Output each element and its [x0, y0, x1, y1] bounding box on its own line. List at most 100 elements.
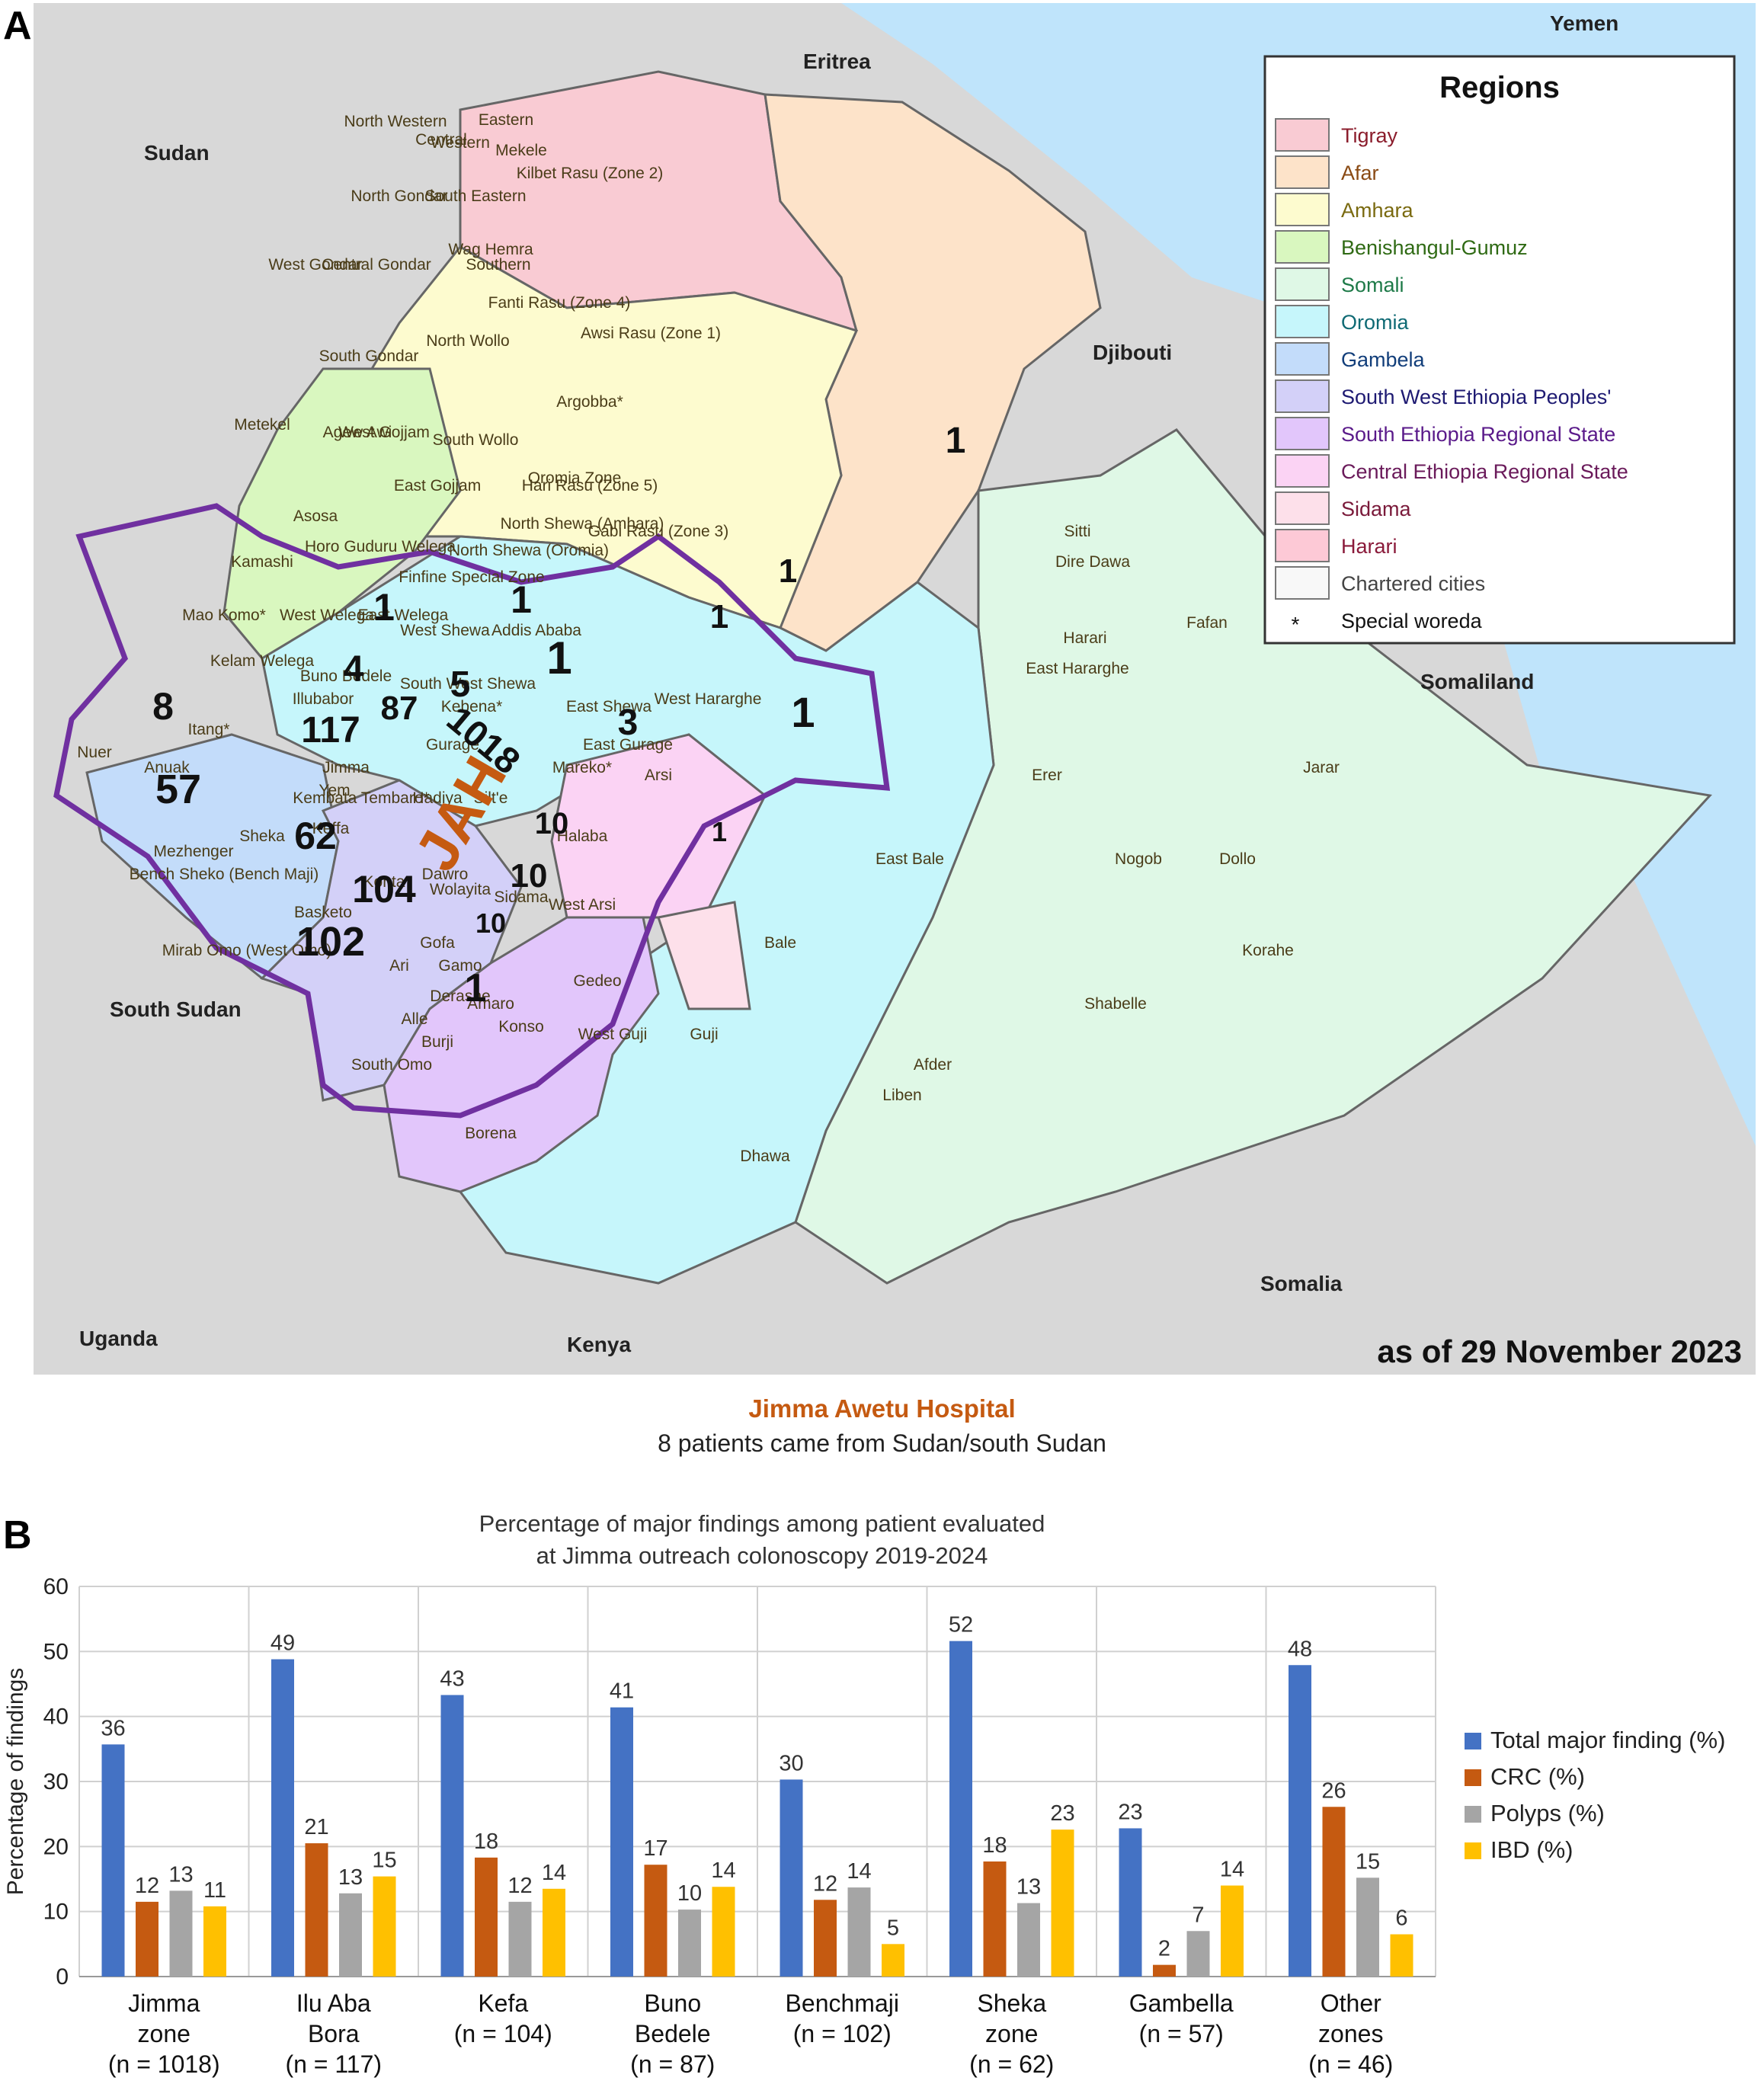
- legend-item: Amhara: [1275, 193, 1414, 226]
- bar-value-label: 5: [887, 1916, 899, 1940]
- legend-item: Central Ethiopia Regional State: [1275, 454, 1628, 488]
- zone-label: Wag Hemra: [448, 241, 533, 258]
- bar: [1390, 1934, 1413, 1977]
- y-tick-label: 20: [43, 1834, 69, 1859]
- bar-value-label: 15: [1356, 1849, 1380, 1874]
- category-n-label: (n = 104): [454, 2020, 552, 2047]
- region-shapes: [85, 70, 1712, 1285]
- bar: [712, 1887, 735, 1977]
- patient-count: 1: [779, 552, 797, 590]
- category-n-label: (n = 87): [630, 2050, 715, 2078]
- legend-title: Regions: [1439, 71, 1560, 104]
- patient-count: 10: [511, 857, 548, 895]
- legend-swatch: [1275, 454, 1330, 488]
- zone-label: East Gurage: [583, 736, 673, 754]
- country-label: Somaliland: [1420, 670, 1534, 693]
- bar-value-label: 21: [304, 1815, 328, 1839]
- bar: [882, 1944, 904, 1977]
- legend-label: Central Ethiopia Regional State: [1341, 460, 1628, 483]
- zone-label: Afder: [914, 1056, 952, 1074]
- zone-label: North Gondar: [351, 187, 447, 205]
- bar: [271, 1659, 294, 1977]
- legend-swatch: [1465, 1733, 1481, 1749]
- country-label: Sudan: [144, 141, 210, 165]
- zone-label: East Shewa: [566, 698, 651, 715]
- legend-swatch: [1275, 342, 1330, 376]
- zone-label: Dawro: [422, 866, 469, 883]
- y-tick-label: 30: [43, 1769, 69, 1794]
- legend-label: Chartered cities: [1341, 572, 1485, 595]
- patients-note: 8 patients came from Sudan/south Sudan: [658, 1429, 1106, 1457]
- legend-swatch: [1275, 193, 1330, 226]
- patient-count: 57: [155, 767, 201, 812]
- catchment-boundary: [53, 503, 891, 1119]
- bar-value-label: 41: [610, 1679, 634, 1704]
- zone-label: Horo Guduru Welega: [305, 538, 456, 555]
- category-label: Ilu Aba: [296, 1990, 371, 2017]
- zone-label: Keffa: [312, 820, 350, 837]
- legend-label: Amhara: [1341, 199, 1414, 222]
- zone-label: Dollo: [1219, 850, 1256, 868]
- bar-value-label: 49: [271, 1631, 295, 1656]
- bar-value-label: 13: [168, 1862, 193, 1887]
- category-label: Bora: [308, 2020, 360, 2047]
- findings-bar-chart: Percentage of major findings among patie…: [3, 1510, 1725, 2078]
- legend-label: Total major finding (%): [1490, 1727, 1725, 1753]
- zone-label: Southern: [466, 256, 530, 274]
- legend-item: Oromia: [1275, 305, 1409, 338]
- zone-label: Eastern: [479, 111, 533, 129]
- bar: [339, 1893, 362, 1977]
- bar-value-label: 36: [101, 1716, 125, 1740]
- y-axis-ticks: 0 10 20 30 40 50 60: [43, 1574, 69, 1990]
- bar: [136, 1901, 158, 1977]
- patient-count: 1: [546, 632, 571, 683]
- bar: [1186, 1931, 1210, 1977]
- bar-value-label: 12: [507, 1874, 532, 1898]
- patient-count: 1: [465, 966, 487, 1010]
- zone-label: Konso: [498, 1018, 544, 1036]
- bar: [678, 1910, 701, 1977]
- patient-count: 10: [475, 908, 506, 939]
- zone-label: Amaro: [467, 995, 514, 1013]
- y-tick-label: 0: [56, 1964, 69, 1990]
- legend-item: Gambela: [1275, 342, 1426, 376]
- zone-label: Yem: [319, 782, 350, 799]
- patient-count: 62: [294, 815, 337, 857]
- zone-label: Basketo: [294, 904, 352, 921]
- patient-count: 1: [946, 421, 966, 461]
- zone-label: Central: [415, 131, 467, 149]
- legend-label: Afar: [1341, 162, 1379, 184]
- bar-value-label: 14: [542, 1861, 566, 1885]
- zone-label: West Welega: [280, 607, 374, 624]
- ethiopia-map: Yemen Eritrea Sudan Djibouti Somaliland …: [34, 3, 1756, 1375]
- zone-label: Burji: [421, 1033, 453, 1051]
- legend-swatch: [1275, 267, 1330, 301]
- bar: [305, 1843, 328, 1977]
- zone-label: East Gojjam: [394, 477, 481, 495]
- y-tick-label: 50: [43, 1639, 69, 1664]
- zone-label: West Gondar: [268, 256, 362, 274]
- y-tick-label: 60: [43, 1574, 69, 1599]
- bar-value-label: 52: [949, 1613, 973, 1637]
- legend-item: Benishangul-Gumuz: [1275, 230, 1528, 264]
- legend-label: Sidama: [1341, 498, 1412, 520]
- zone-label: Jarar: [1303, 759, 1340, 776]
- bar-value-label: 12: [813, 1871, 837, 1896]
- panel-a-letter: A: [3, 4, 32, 48]
- category-n-label: (n = 117): [285, 2050, 382, 2078]
- zone-label: Gabi Rasu (Zone 3): [588, 523, 728, 540]
- legend-swatch: [1275, 491, 1330, 525]
- bar-value-label: 10: [677, 1881, 702, 1906]
- legend-swatch: [1275, 305, 1330, 338]
- zone-label: Erer: [1032, 767, 1062, 784]
- legend-label: Oromia: [1341, 311, 1409, 334]
- zone-label: Harari: [1063, 629, 1106, 647]
- legend-label: Harari: [1341, 535, 1397, 558]
- patient-count: 117: [301, 710, 360, 751]
- zone-label: Mao Komo*: [182, 607, 266, 624]
- zone-label: West Gojjam: [338, 424, 430, 441]
- legend-label: Benishangul-Gumuz: [1341, 236, 1528, 259]
- zone-label: East Hararghe: [1026, 660, 1129, 677]
- category-label: Sheka: [977, 1990, 1046, 2017]
- panel-b-letter: B: [3, 1513, 32, 1557]
